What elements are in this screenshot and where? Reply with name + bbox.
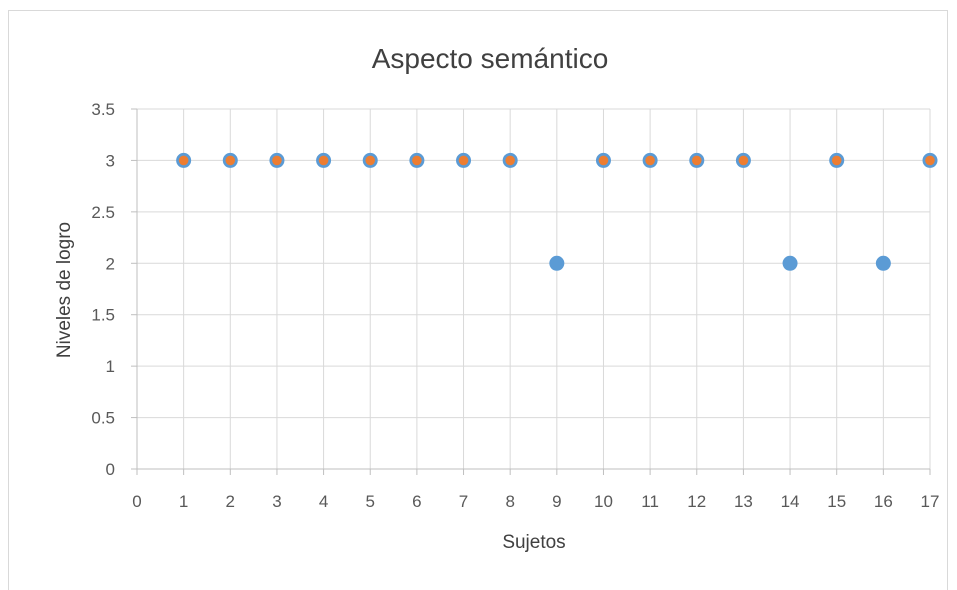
x-tick-label: 8 [505, 492, 514, 511]
data-point-series-2 [505, 155, 515, 166]
x-tick-label: 16 [874, 492, 893, 511]
data-point-series-2 [272, 155, 282, 166]
data-point-series-1 [875, 255, 891, 271]
y-tick-label: 0.5 [91, 409, 115, 428]
axes [131, 108, 931, 475]
data-point-series-2 [925, 155, 935, 166]
x-tick-label: 12 [687, 492, 706, 511]
chart-frame [8, 10, 948, 590]
x-tick-label: 3 [272, 492, 281, 511]
y-tick-label: 1.5 [91, 306, 115, 325]
data-point-series-2 [412, 155, 422, 166]
data-points [176, 152, 938, 271]
x-tick-label: 0 [132, 492, 141, 511]
y-tick-label: 2 [106, 254, 115, 273]
x-tick-label: 9 [552, 492, 561, 511]
data-point-series-2 [691, 155, 702, 166]
y-axis-title: Niveles de logro [54, 222, 75, 358]
data-point-series-1 [549, 255, 565, 271]
x-tick-label: 7 [459, 492, 468, 511]
y-tick-label: 1 [106, 357, 115, 376]
data-point-series-1 [782, 255, 798, 271]
x-axis-title: Sujetos [502, 532, 565, 553]
chart-title: Aspecto semántico [372, 43, 609, 74]
data-point-series-2 [225, 155, 236, 166]
data-point-series-2 [598, 155, 609, 166]
y-tick-label: 3 [106, 151, 115, 170]
y-tick-label: 3.5 [91, 100, 115, 119]
x-tick-label: 2 [226, 492, 235, 511]
data-point-series-2 [365, 155, 376, 166]
x-tick-label: 1 [179, 492, 188, 511]
x-tick-label: 4 [319, 492, 328, 511]
data-point-series-2 [318, 155, 329, 166]
x-tick-label: 14 [781, 492, 800, 511]
x-tick-label: 10 [594, 492, 613, 511]
grid [137, 108, 931, 469]
x-tick-labels: 0 1 2 3 4 5 6 7 8 9 10 11 12 13 14 15 16 17 [132, 492, 939, 511]
x-tick-label: 17 [921, 492, 940, 511]
y-tick-label: 0 [106, 460, 115, 479]
y-tick-labels: 0 0.5 1 1.5 2 2.5 3 3.5 [91, 100, 115, 479]
data-point-series-2 [178, 155, 189, 166]
data-point-series-2 [458, 155, 469, 166]
x-tick-label: 6 [412, 492, 421, 511]
data-point-series-2 [738, 155, 749, 166]
x-tick-label: 15 [827, 492, 846, 511]
data-point-series-2 [831, 155, 842, 166]
x-tick-label: 11 [641, 492, 659, 511]
x-tick-label: 5 [366, 492, 375, 511]
x-tick-label: 13 [734, 492, 753, 511]
y-tick-label: 2.5 [91, 203, 115, 222]
data-point-series-2 [645, 155, 655, 166]
